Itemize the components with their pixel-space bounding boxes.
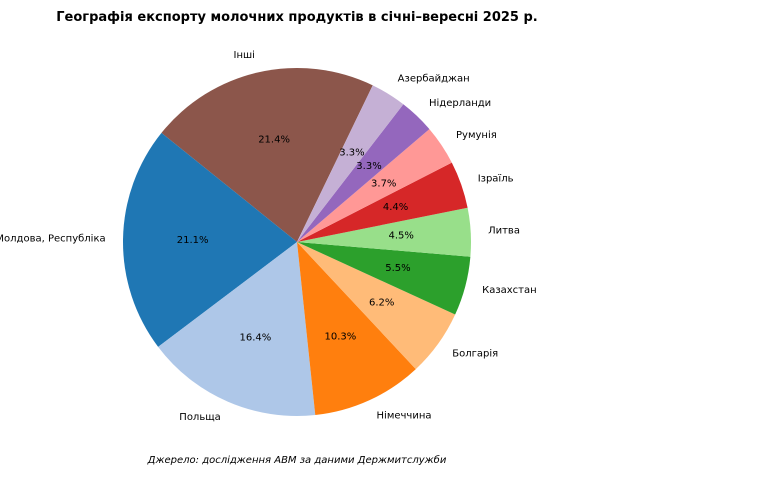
pct-label-0: 21.4% [258, 135, 290, 146]
pct-label-1: 21.1% [177, 235, 209, 246]
category-label-5: Казахстан [482, 285, 537, 296]
pct-label-9: 3.3% [356, 161, 381, 172]
pct-label-6: 4.5% [389, 231, 414, 242]
chart-title: Географія експорту молочних продуктів в … [56, 10, 538, 25]
pie-slice-3 [297, 242, 416, 416]
pct-label-4: 6.2% [369, 298, 394, 309]
category-label-2: Польща [179, 412, 220, 423]
source-note: Джерело: дослідження АВМ за даними Держм… [147, 455, 447, 466]
percentage-labels: 21.4% 21.1% 16.4% 10.3% 6.2% 5.5% 4.5% 4.4% 3.7%… [177, 135, 414, 344]
category-label-9: Нідерланди [429, 97, 491, 109]
pct-label-3: 10.3% [324, 331, 356, 342]
pie-slice-1 [122, 132, 297, 347]
category-label-7: Ізраїль [478, 173, 514, 184]
pct-label-8: 3.7% [371, 178, 396, 189]
pct-label-10: 3.3% [339, 148, 364, 159]
pie-slice-10 [297, 85, 404, 242]
category-label-3: Німеччина [377, 410, 432, 422]
category-labels: Інші Молдова, Республіка Польща Німеччина Бо… [0, 49, 537, 423]
pie-slice-4 [297, 242, 456, 370]
pie-slice-9 [297, 104, 430, 243]
category-label-8: Румунія [456, 129, 497, 141]
category-label-0: Інші [234, 49, 255, 61]
pie-slice-6 [297, 207, 472, 257]
category-label-1: Молдова, Республіка [0, 233, 106, 245]
pct-label-7: 4.4% [383, 202, 408, 213]
category-label-6: Литва [488, 226, 520, 237]
pie-slices [122, 67, 472, 417]
pie-slice-5 [297, 242, 471, 315]
category-label-4: Болгарія [452, 347, 498, 359]
pie-slice-2 [158, 242, 316, 417]
category-label-10: Азербайджан [398, 74, 470, 85]
pie-slice-8 [297, 129, 452, 242]
pct-label-5: 5.5% [385, 263, 410, 274]
pct-label-2: 16.4% [240, 332, 272, 343]
pie-slice-7 [297, 162, 468, 242]
pie-slice-0 [161, 67, 373, 242]
